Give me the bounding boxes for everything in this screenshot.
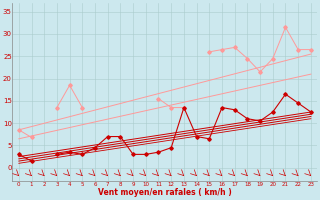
X-axis label: Vent moyen/en rafales ( km/h ): Vent moyen/en rafales ( km/h ) — [98, 188, 232, 197]
